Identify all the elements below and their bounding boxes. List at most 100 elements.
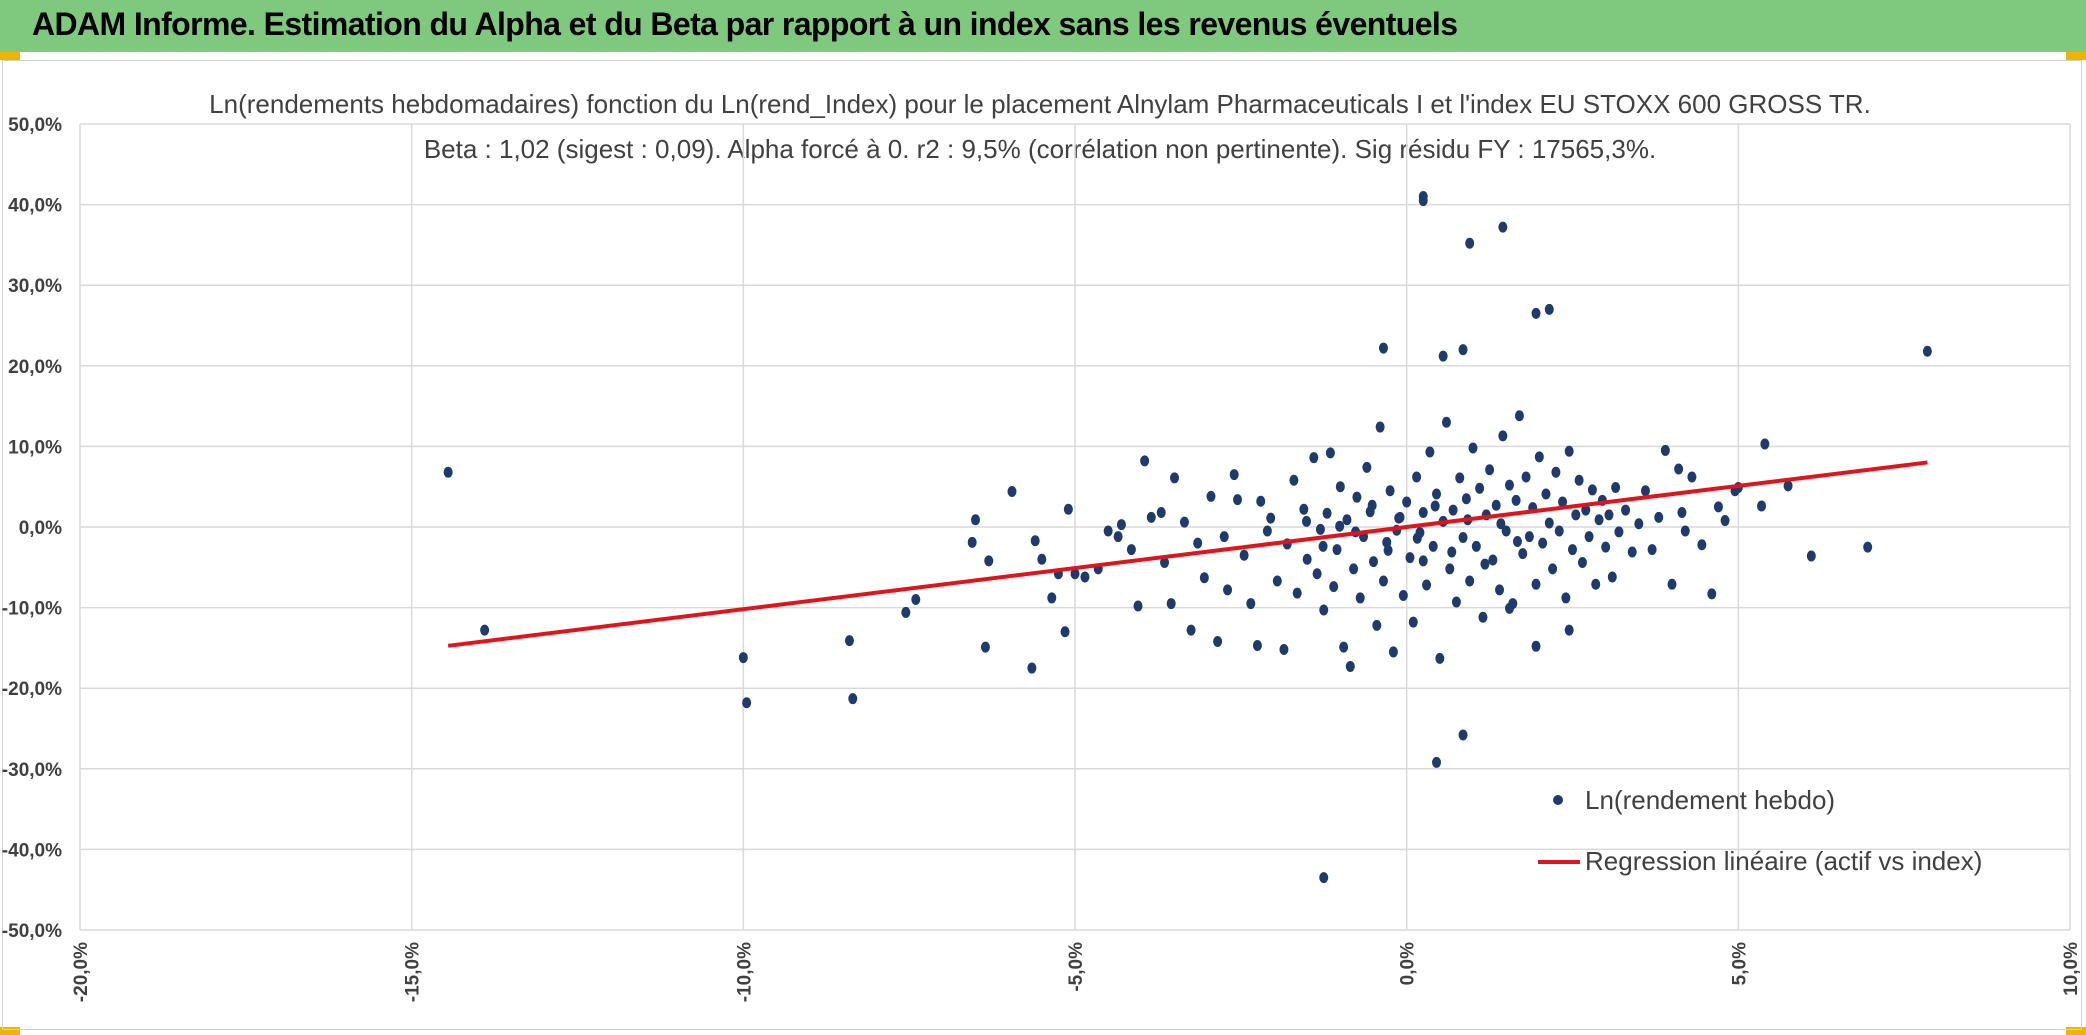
data-point (1640, 485, 1650, 497)
data-point (1213, 635, 1223, 647)
data-point (1558, 496, 1568, 508)
data-point (848, 693, 858, 705)
data-point (1518, 548, 1528, 560)
data-point (1322, 507, 1332, 519)
data-point (1332, 544, 1342, 556)
data-point (1438, 350, 1448, 362)
x-tick-label: 10,0% (2061, 942, 2082, 996)
chart-subtitle: Beta : 1,02 (sigest : 0,09). Alpha forcé… (424, 134, 1656, 164)
data-point (1229, 469, 1239, 481)
data-point (1458, 729, 1468, 741)
data-point (1534, 451, 1544, 463)
data-point (1465, 237, 1475, 249)
y-tick-label: 0,0% (19, 518, 62, 539)
legend-marker-points (1553, 795, 1563, 805)
data-point (901, 606, 911, 618)
data-point (1372, 619, 1382, 631)
data-point (1329, 581, 1339, 593)
data-point (1223, 584, 1233, 596)
data-point (1538, 537, 1548, 549)
data-point (1199, 572, 1209, 584)
data-point (1922, 345, 1932, 357)
data-point (1239, 549, 1249, 561)
corner-marker (2066, 52, 2086, 60)
data-point (1561, 592, 1571, 604)
data-point (1418, 195, 1428, 207)
data-point (1156, 506, 1166, 518)
data-points (443, 191, 1932, 884)
data-point (1465, 575, 1475, 587)
data-point (1292, 587, 1302, 599)
data-point (1448, 504, 1458, 516)
y-tick-label: -30,0% (2, 760, 62, 781)
data-point (1186, 624, 1196, 636)
data-point (1166, 598, 1176, 610)
data-point (1352, 491, 1362, 503)
data-point (1687, 471, 1697, 483)
data-point (1007, 486, 1017, 498)
data-point (1289, 474, 1299, 486)
y-tick-label: 20,0% (8, 357, 62, 378)
data-point (1418, 555, 1428, 567)
data-point (1627, 546, 1637, 558)
axis-labels: 50,0% 40,0% 30,0% 20,0% 10,0% 0,0% -10,0% -20,0… (2, 115, 2082, 1002)
data-point (1531, 578, 1541, 590)
data-point (1757, 500, 1767, 512)
data-point (1435, 652, 1445, 664)
data-point (1544, 303, 1554, 315)
data-point (1551, 466, 1561, 478)
data-point (1541, 488, 1551, 500)
data-point (1647, 544, 1657, 556)
report-title: ADAM Informe. Estimation du Alpha et du … (32, 6, 1458, 42)
data-point (1160, 556, 1170, 568)
data-point (1471, 540, 1481, 552)
data-point (1498, 221, 1508, 233)
data-point (1430, 500, 1440, 512)
data-point (1713, 501, 1723, 513)
data-point (1621, 504, 1631, 516)
x-tick-label: -5,0% (1066, 942, 1087, 992)
data-point (1498, 430, 1508, 442)
data-point (1677, 506, 1687, 518)
data-point (984, 555, 994, 567)
data-point (1524, 531, 1534, 543)
data-point (1584, 531, 1594, 543)
data-point (1488, 554, 1498, 566)
data-point (1206, 490, 1216, 502)
data-point (1680, 525, 1690, 537)
data-point (1256, 495, 1266, 507)
data-point (1501, 525, 1511, 537)
grid-lines (79, 123, 2071, 931)
data-point (1496, 518, 1506, 530)
data-point (1504, 479, 1514, 491)
corner-marker (0, 1027, 20, 1035)
data-point (1667, 578, 1677, 590)
data-point (1564, 624, 1574, 636)
data-point (1574, 474, 1584, 486)
data-point (1126, 544, 1136, 556)
data-point (1302, 515, 1312, 527)
data-point (742, 697, 752, 709)
data-point (1252, 639, 1262, 651)
data-point (1660, 444, 1670, 456)
data-point (1531, 640, 1541, 652)
data-point (1458, 531, 1468, 543)
corner-marker (2066, 1027, 2086, 1035)
data-point (1674, 463, 1684, 475)
data-point (443, 466, 453, 478)
data-point (1521, 471, 1531, 483)
data-point (1266, 512, 1276, 524)
data-point (1398, 590, 1408, 602)
data-point (1113, 531, 1123, 543)
data-point (1455, 472, 1465, 484)
data-point (1475, 482, 1485, 494)
y-tick-label: -50,0% (2, 921, 62, 942)
x-tick-label: -20,0% (71, 942, 92, 1002)
legend-label-points: Ln(rendement hebdo) (1585, 785, 1835, 815)
data-point (1604, 509, 1614, 521)
data-point (1581, 504, 1591, 516)
x-tick-label: 0,0% (1398, 942, 1419, 985)
y-tick-label: -40,0% (2, 840, 62, 861)
data-point (1140, 455, 1150, 467)
report-banner: ADAM Informe. Estimation du Alpha et du … (0, 0, 2086, 52)
